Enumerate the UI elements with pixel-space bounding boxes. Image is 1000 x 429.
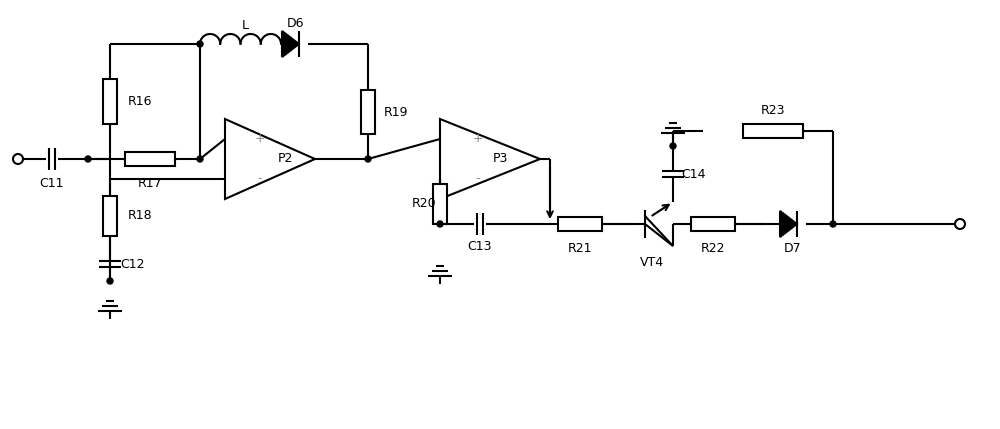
Text: +: + [473, 133, 483, 145]
Bar [125, 152, 175, 166]
Text: C12: C12 [120, 257, 144, 271]
Text: R22: R22 [701, 242, 725, 255]
Bar [103, 79, 117, 124]
Text: D6: D6 [286, 17, 304, 30]
Circle shape [955, 219, 965, 229]
Text: P3: P3 [492, 152, 508, 166]
Text: R17: R17 [138, 177, 162, 190]
Bar [361, 90, 375, 134]
Text: R16: R16 [128, 95, 152, 108]
Polygon shape [282, 31, 299, 57]
Text: P2: P2 [277, 152, 293, 166]
Text: R23: R23 [761, 104, 785, 117]
Bar [743, 124, 803, 138]
Text: L: L [242, 19, 249, 32]
Circle shape [197, 156, 203, 162]
Bar [103, 196, 117, 236]
Text: C11: C11 [40, 177, 64, 190]
Polygon shape [780, 211, 797, 237]
Circle shape [830, 221, 836, 227]
Circle shape [107, 278, 113, 284]
Text: VT4: VT4 [640, 256, 664, 269]
Circle shape [670, 143, 676, 149]
Circle shape [85, 156, 91, 162]
Bar [691, 217, 735, 231]
Circle shape [13, 154, 23, 164]
Bar [433, 184, 447, 224]
Text: C13: C13 [468, 240, 492, 253]
Text: R21: R21 [568, 242, 592, 255]
Text: D7: D7 [784, 242, 802, 255]
Circle shape [365, 156, 371, 162]
Text: R19: R19 [384, 106, 409, 118]
Text: R18: R18 [128, 209, 153, 222]
Circle shape [437, 221, 443, 227]
Text: C14: C14 [681, 167, 706, 181]
Text: -: - [258, 172, 262, 185]
Text: R20: R20 [412, 197, 437, 210]
Circle shape [197, 41, 203, 47]
Bar [558, 217, 602, 231]
Text: +: + [255, 133, 265, 145]
Text: -: - [476, 172, 480, 185]
